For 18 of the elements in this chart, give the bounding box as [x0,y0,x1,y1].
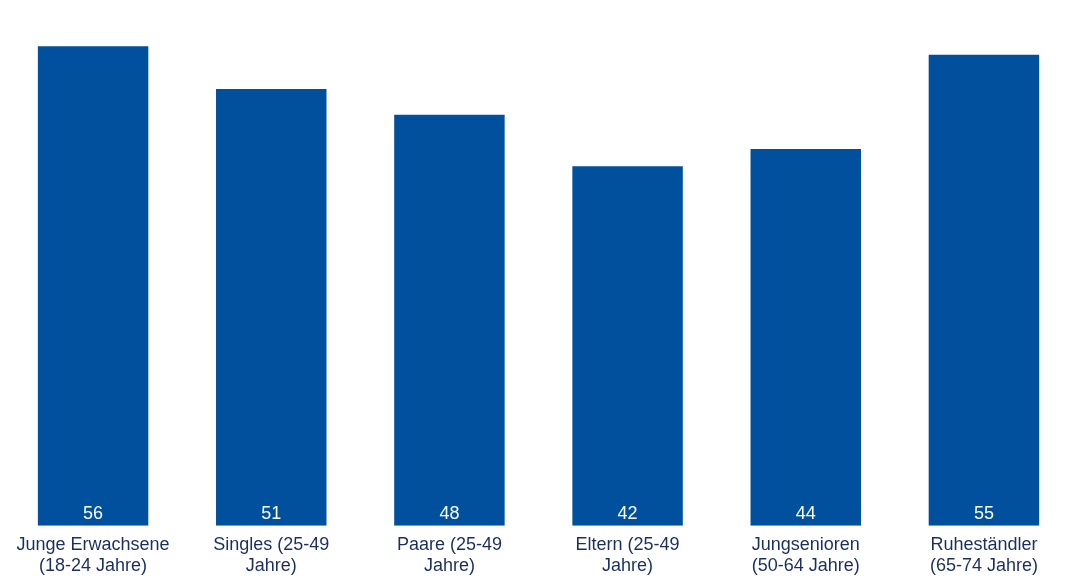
data-label: 51 [261,502,282,523]
x-tick-label: Jungsenioren (50-64 Jahre) [751,533,860,576]
x-tick-label: Junge Erwachsene (18-24 Jahre) [16,533,170,576]
x-tick-label: Eltern (25-49 Jahre) [575,533,680,576]
x-tick-label: Paare (25-49 Jahre) [396,533,502,576]
x-tick-label: Ruheständler (65-74 Jahre) [929,533,1038,576]
bar [928,54,1040,526]
bar [750,149,861,526]
data-label: 42 [617,502,638,523]
bar [572,166,683,526]
data-label: 55 [973,502,994,523]
data-label: 44 [795,502,816,523]
x-tick-label: Singles (25-49 Jahre) [213,533,330,576]
bar [37,46,149,526]
bar [216,89,327,526]
bar [394,114,505,526]
data-label: 48 [439,502,460,523]
data-label: 56 [83,502,104,523]
